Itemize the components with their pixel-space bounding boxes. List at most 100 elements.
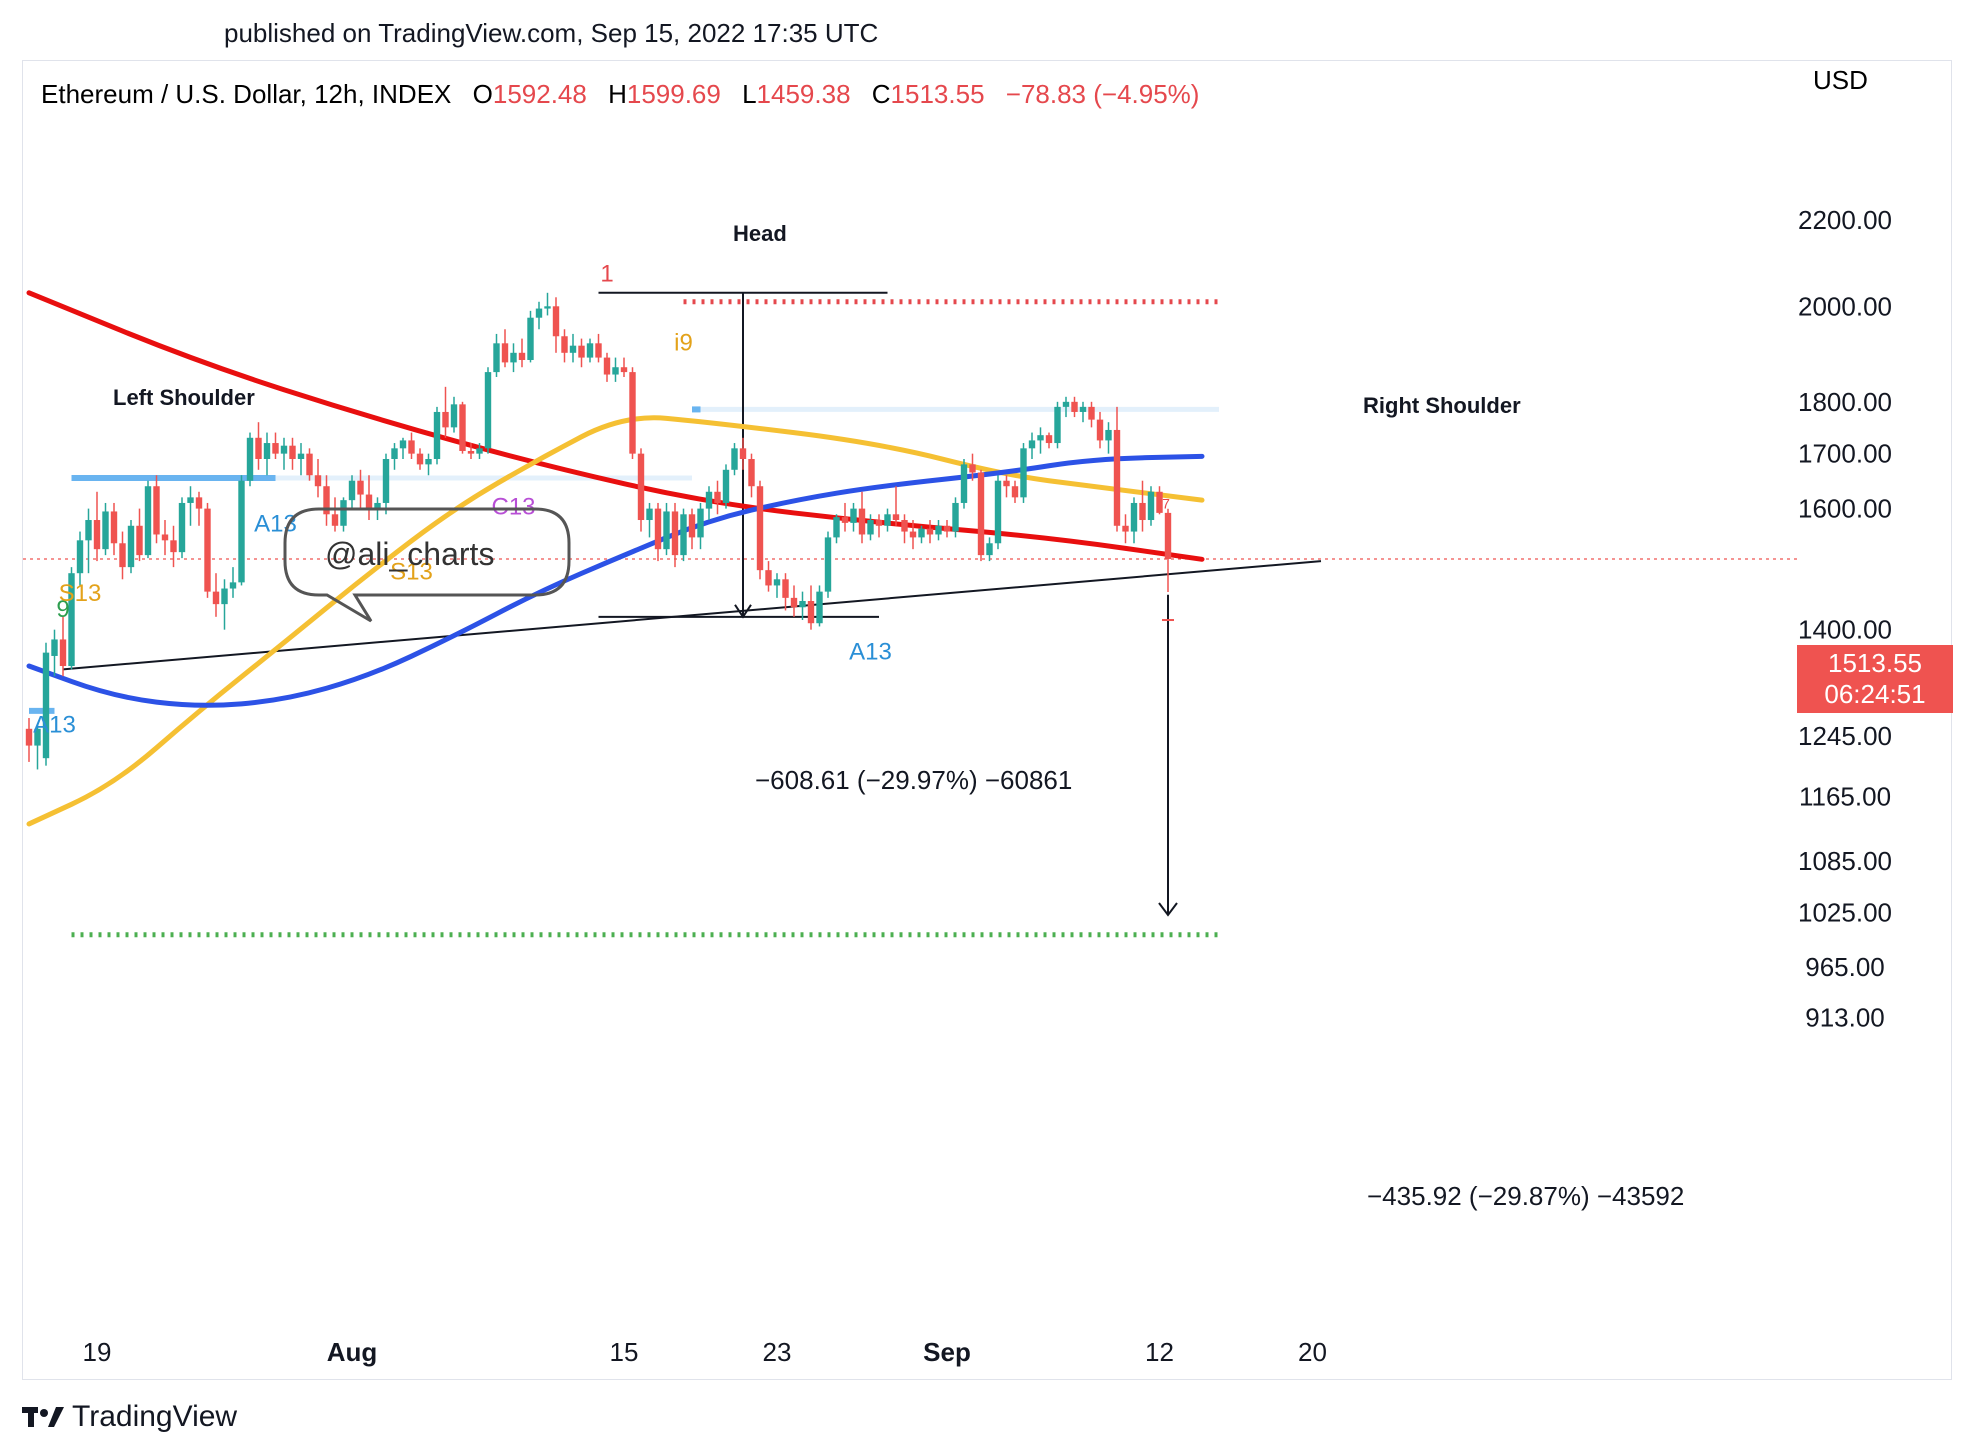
- candle[interactable]: [544, 292, 551, 316]
- candle[interactable]: [714, 480, 721, 515]
- candle[interactable]: [255, 422, 262, 470]
- candle[interactable]: [663, 502, 670, 556]
- candle[interactable]: [875, 514, 883, 538]
- candle[interactable]: [1062, 396, 1070, 418]
- candle[interactable]: [110, 502, 118, 556]
- candle[interactable]: [867, 514, 874, 541]
- candle[interactable]: [909, 520, 917, 550]
- candle[interactable]: [459, 401, 466, 454]
- candle[interactable]: [187, 486, 194, 526]
- candle[interactable]: [1139, 480, 1146, 532]
- candles[interactable]: [25, 292, 1172, 770]
- candle[interactable]: [76, 531, 84, 586]
- candle[interactable]: [527, 310, 534, 363]
- candle[interactable]: [93, 491, 101, 562]
- chart-frame[interactable]: Ethereum / U.S. Dollar, 12h, INDEX O1592…: [22, 60, 1953, 1381]
- candle[interactable]: [654, 502, 662, 562]
- candle[interactable]: [1037, 427, 1044, 454]
- candle[interactable]: [408, 432, 415, 459]
- candle[interactable]: [348, 475, 356, 509]
- candle[interactable]: [357, 469, 364, 509]
- candle[interactable]: [450, 396, 458, 433]
- candle[interactable]: [391, 443, 398, 470]
- candle[interactable]: [314, 458, 322, 498]
- candle[interactable]: [977, 469, 985, 562]
- candle[interactable]: [918, 525, 925, 544]
- candle[interactable]: [884, 508, 891, 532]
- candle[interactable]: [425, 453, 432, 476]
- candle[interactable]: [246, 432, 254, 487]
- candle[interactable]: [195, 491, 203, 526]
- candle[interactable]: [535, 301, 543, 330]
- footer-brand[interactable]: TradingView: [72, 1400, 238, 1433]
- candle[interactable]: [705, 486, 713, 521]
- candle[interactable]: [510, 343, 517, 373]
- candle[interactable]: [493, 333, 500, 377]
- candle[interactable]: [442, 386, 449, 438]
- candle[interactable]: [119, 531, 126, 580]
- candle[interactable]: [1003, 475, 1010, 498]
- candle[interactable]: [748, 453, 755, 498]
- candle[interactable]: [467, 443, 475, 459]
- candle[interactable]: [306, 448, 313, 481]
- candle[interactable]: [382, 453, 390, 515]
- candle[interactable]: [25, 718, 33, 762]
- candle[interactable]: [1156, 486, 1163, 515]
- candle[interactable]: [697, 502, 704, 550]
- candle[interactable]: [170, 525, 177, 568]
- candle[interactable]: [59, 616, 67, 677]
- candle[interactable]: [569, 333, 577, 363]
- candle[interactable]: [926, 520, 934, 544]
- candle[interactable]: [671, 502, 679, 568]
- candle[interactable]: [34, 725, 41, 770]
- price-chart[interactable]: Ethereum / U.S. Dollar, 12h, INDEX O1592…: [23, 61, 1953, 1381]
- candle[interactable]: [365, 475, 373, 521]
- candle[interactable]: [1079, 401, 1087, 423]
- candle[interactable]: [238, 475, 245, 586]
- candle[interactable]: [136, 508, 143, 562]
- candle[interactable]: [782, 573, 789, 611]
- candle[interactable]: [807, 585, 815, 630]
- candle[interactable]: [552, 297, 560, 353]
- candle[interactable]: [858, 491, 866, 544]
- candle[interactable]: [841, 502, 849, 532]
- candle[interactable]: [731, 443, 738, 476]
- candle[interactable]: [773, 573, 781, 598]
- candle[interactable]: [1113, 406, 1121, 532]
- candle[interactable]: [280, 437, 288, 470]
- candle[interactable]: [178, 497, 186, 559]
- candle[interactable]: [416, 448, 424, 470]
- candle[interactable]: [1028, 432, 1036, 459]
- candle[interactable]: [144, 480, 152, 559]
- x-axis[interactable]: 19 Aug 15 23 Sep 12 20: [83, 1337, 1327, 1367]
- candle[interactable]: [850, 502, 857, 532]
- candle[interactable]: [603, 352, 611, 382]
- candle[interactable]: [578, 338, 585, 368]
- candle[interactable]: [637, 448, 645, 532]
- candle[interactable]: [586, 338, 594, 363]
- candle[interactable]: [595, 333, 602, 363]
- candle[interactable]: [1054, 401, 1061, 449]
- candle[interactable]: [1088, 401, 1095, 428]
- candle[interactable]: [994, 475, 1002, 550]
- y-axis[interactable]: 2200.00 2000.00 1800.00 1700.00 1600.00 1400.…: [1798, 205, 1892, 1032]
- candle[interactable]: [153, 475, 160, 544]
- candle[interactable]: [688, 508, 696, 550]
- candle[interactable]: [1122, 514, 1129, 544]
- candle[interactable]: [518, 338, 526, 368]
- candle[interactable]: [1045, 432, 1053, 449]
- candle[interactable]: [739, 437, 747, 470]
- candle[interactable]: [340, 497, 347, 532]
- candle[interactable]: [323, 475, 330, 526]
- candle[interactable]: [892, 486, 900, 526]
- candle[interactable]: [212, 573, 220, 617]
- candle[interactable]: [1105, 422, 1112, 454]
- candle[interactable]: [51, 629, 58, 677]
- candle[interactable]: [646, 502, 653, 538]
- candle[interactable]: [943, 520, 951, 538]
- candle[interactable]: [790, 585, 798, 617]
- candle[interactable]: [484, 367, 492, 454]
- candle[interactable]: [204, 502, 211, 598]
- candle[interactable]: [331, 497, 339, 532]
- candle[interactable]: [799, 591, 806, 621]
